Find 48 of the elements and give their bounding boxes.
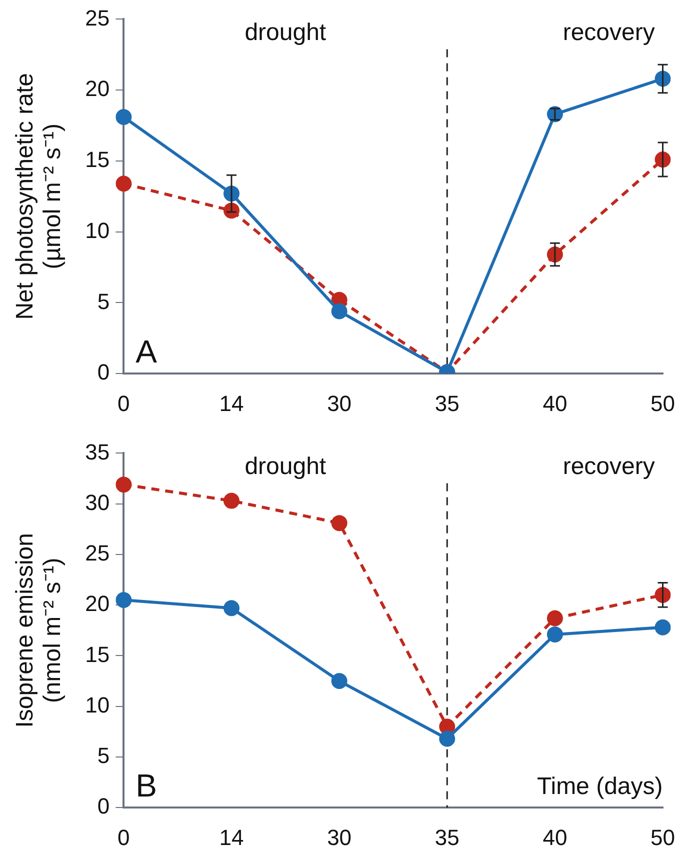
annotation: recovery	[562, 18, 655, 46]
point	[116, 592, 132, 608]
x-tick-label: 30	[327, 390, 352, 416]
point	[439, 730, 456, 747]
point	[331, 673, 348, 690]
y-tick-label: 20	[85, 591, 110, 616]
annotation: drought	[244, 18, 326, 46]
y-tick-label: 25	[85, 5, 110, 30]
x-tick-label: 0	[118, 824, 130, 850]
y-tick-label: 35	[85, 439, 110, 464]
point	[331, 515, 348, 532]
y-tick-label: 15	[85, 642, 110, 667]
annotation: B	[136, 767, 158, 804]
point	[116, 476, 132, 493]
point	[116, 176, 132, 192]
y-tick-label: 5	[97, 743, 110, 768]
y-tick-label: 20	[85, 76, 110, 102]
annotation: A	[136, 333, 158, 370]
x-tick-label: 35	[434, 390, 460, 416]
y-tick-label: 0	[97, 794, 110, 819]
point	[223, 600, 240, 616]
y-tick-label: 15	[85, 147, 110, 172]
point	[546, 626, 563, 642]
x-tick-label: 40	[542, 824, 568, 850]
y-tick-label: 25	[85, 540, 110, 566]
y-tick-label: 0	[97, 360, 110, 385]
x-tick-label: 40	[542, 390, 568, 416]
annotation: recovery	[562, 452, 655, 480]
y-tick-label: 30	[85, 490, 110, 515]
point	[116, 109, 132, 126]
y-tick-label: 10	[85, 692, 110, 718]
x-axis-title: Time (days)	[536, 773, 663, 800]
x-tick-label: 35	[434, 824, 460, 850]
point	[654, 619, 671, 636]
y-axis-title: Isoprene emission (nmol m⁻² s⁻¹)	[11, 533, 66, 728]
x-tick-label: 14	[219, 824, 244, 850]
point	[546, 610, 563, 626]
y-tick-label: 5	[97, 288, 110, 314]
x-tick-label: 50	[650, 824, 676, 850]
x-tick-label: 30	[327, 824, 352, 850]
y-tick-label: 10	[85, 218, 110, 243]
x-tick-label: 14	[219, 390, 244, 416]
annotation: drought	[244, 452, 326, 480]
x-tick-label: 0	[118, 390, 130, 416]
y-axis-title: Net photosynthetic rate (µmol m⁻² s⁻¹)	[11, 72, 66, 320]
x-tick-label: 50	[650, 390, 676, 416]
point	[331, 303, 348, 320]
point	[223, 492, 240, 509]
